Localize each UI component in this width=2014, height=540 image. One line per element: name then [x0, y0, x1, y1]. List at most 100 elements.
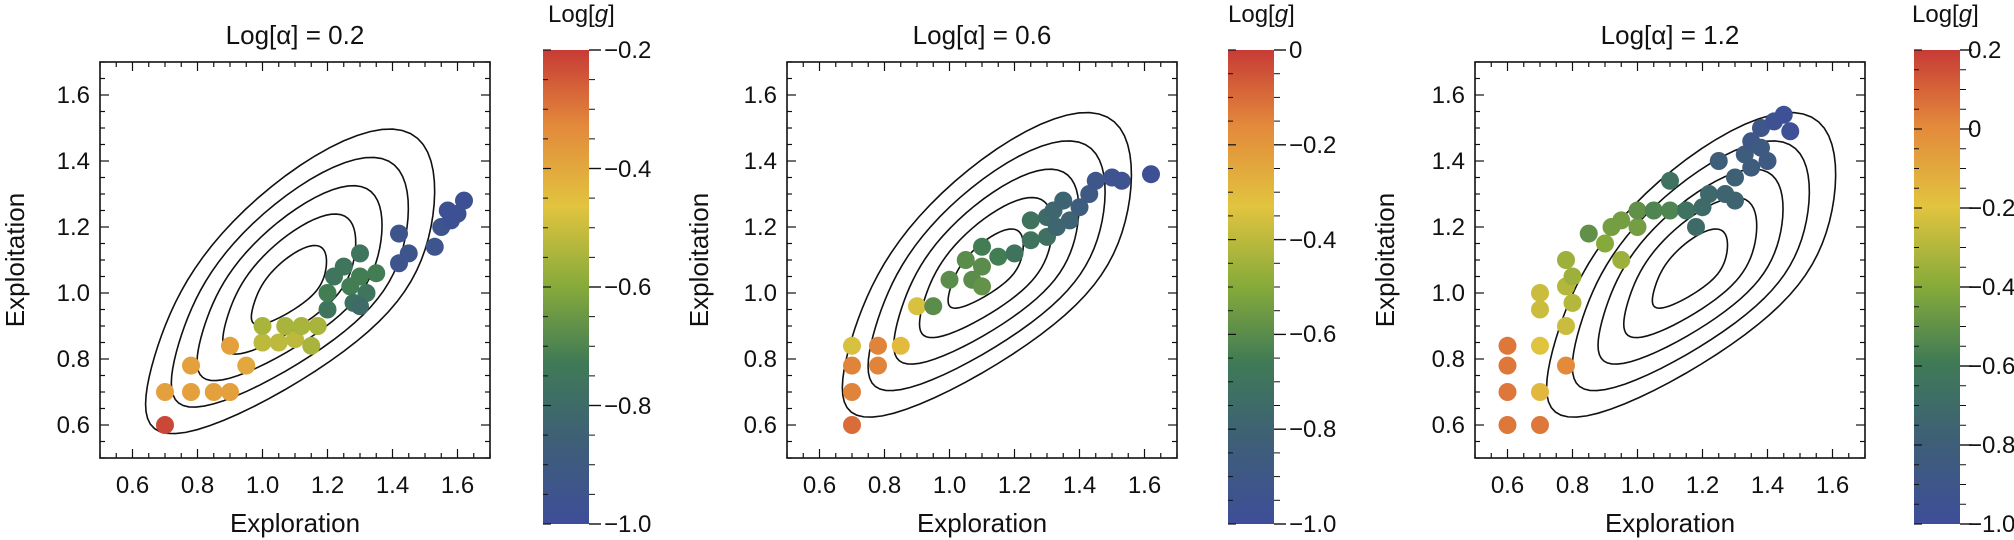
x-tick-label: 0.6: [803, 472, 836, 499]
x-tick-label: 1.4: [376, 472, 409, 499]
colorbar-tick-label: −1.0: [604, 511, 651, 538]
contour-line: [144, 128, 436, 435]
data-point: [1112, 171, 1131, 190]
colorbar-ticks: [1228, 49, 1286, 525]
data-point: [156, 416, 174, 434]
contour-group: [841, 111, 1133, 418]
y-tick-label: 1.6: [1432, 82, 1465, 109]
colorbar-tick-label: −0.4: [1968, 274, 2014, 301]
colorbar-tick-label: −0.8: [604, 393, 651, 420]
x-axis-title: Exploration: [1605, 508, 1735, 538]
data-point: [1531, 383, 1549, 401]
colorbar-tick-label: −1.0: [1968, 511, 2014, 538]
contour-line: [1651, 228, 1729, 309]
colorbar-title: Log[g]: [1228, 1, 1295, 28]
x-tick-label: 1.2: [311, 472, 344, 499]
x-tick-label: 0.8: [181, 472, 214, 499]
data-point: [1628, 218, 1647, 236]
colorbar-tick-label: −0.6: [1289, 321, 1336, 348]
y-tick-label: 1.6: [57, 82, 90, 109]
colorbar-tick-label: −0.4: [604, 156, 651, 183]
data-point: [1563, 267, 1582, 286]
data-point: [204, 383, 223, 401]
contour-line: [841, 111, 1133, 418]
data-point: [1498, 383, 1517, 401]
y-tick-label: 0.6: [57, 412, 90, 439]
x-tick-label: 1.2: [1686, 472, 1719, 499]
colorbar-tick-labels: 0 −0.2 −0.4 −0.6 −0.8 −1.0: [1289, 37, 1336, 538]
y-tick-label: 1.0: [744, 280, 777, 307]
data-point: [253, 333, 272, 352]
data-point: [1054, 191, 1073, 210]
contour-group: [1545, 111, 1837, 418]
data-point: [1531, 300, 1549, 319]
data-point: [237, 356, 256, 375]
data-point: [1661, 201, 1679, 220]
data-point: [1628, 201, 1647, 220]
data-point: [318, 284, 337, 302]
data-point: [1700, 185, 1718, 203]
y-axis-title: Exploitation: [1370, 193, 1400, 327]
data-point: [1531, 416, 1549, 434]
data-point: [1005, 244, 1024, 263]
data-point: [843, 336, 861, 355]
colorbar: Log[g] −0.2 −0.4 −0.6 −0.8 −1.0: [543, 1, 651, 538]
data-point: [1596, 234, 1614, 253]
colorbar: Log[g] 0.2 0 −0.2 −0.4 −0.6 −0.8 −1.0: [1912, 1, 2014, 538]
contour-line: [1545, 111, 1837, 418]
data-point: [1563, 293, 1582, 312]
colorbar-tick-label: −0.6: [604, 274, 651, 301]
panel-2: Log[α] = 0.6 0.6 0.8 1.0 1.2 1.4 1.6 0.6…: [684, 1, 1336, 538]
data-point: [1612, 211, 1631, 230]
data-point: [442, 211, 460, 230]
y-tick-label: 1.4: [57, 148, 90, 175]
x-tick-label: 1.0: [933, 472, 966, 499]
data-point: [869, 336, 887, 355]
data-point: [1531, 284, 1549, 302]
y-tick-label: 1.2: [1432, 214, 1465, 241]
colorbar-tick-label: −0.8: [1968, 432, 2014, 459]
colorbar-ticks: [1914, 49, 1972, 525]
panel-title: Log[α] = 0.2: [226, 20, 365, 50]
data-point: [455, 191, 473, 210]
data-point: [1498, 416, 1517, 434]
data-point: [973, 257, 991, 276]
points-group: [156, 191, 473, 434]
panel-title: Log[α] = 0.6: [913, 20, 1052, 50]
contour-line: [867, 140, 1106, 392]
data-point: [276, 317, 295, 335]
y-tick-label: 1.4: [744, 148, 777, 175]
data-point: [1557, 356, 1575, 375]
ticks-group: [786, 61, 1178, 459]
data-point: [318, 300, 337, 319]
colorbar-tick-label: −0.8: [1289, 416, 1336, 443]
data-point: [843, 416, 861, 434]
points-group: [1498, 105, 1800, 434]
data-point: [1774, 105, 1793, 124]
x-tick-label: 0.8: [868, 472, 901, 499]
colorbar-tick-label: −0.2: [1289, 132, 1336, 159]
data-point: [1531, 336, 1549, 355]
panel-3: Log[α] = 1.2 0.6 0.8 1.0 1.2 1.4 1.6 0.6…: [1370, 1, 2014, 538]
colorbar: Log[g] 0 −0.2 −0.4 −0.6 −0.8 −1.0: [1228, 1, 1336, 538]
data-point: [891, 336, 910, 355]
data-point: [1726, 191, 1744, 210]
colorbar-tick-labels: 0.2 0 −0.2 −0.4 −0.6 −0.8 −1.0: [1968, 37, 2014, 538]
data-point: [1060, 211, 1079, 230]
contour-line: [250, 244, 328, 326]
data-point: [308, 317, 327, 335]
ticks-group: [1474, 61, 1866, 459]
data-point: [1070, 198, 1089, 217]
colorbar-ticks: [543, 49, 601, 525]
contour-line: [1571, 140, 1811, 392]
data-point: [956, 251, 975, 269]
colorbar-tick-labels: −0.2 −0.4 −0.6 −0.8 −1.0: [604, 37, 651, 538]
x-tick-label: 1.0: [1621, 472, 1654, 499]
data-point: [843, 383, 861, 401]
data-point: [1644, 201, 1663, 220]
y-axis-title: Exploitation: [684, 193, 714, 327]
data-point: [1781, 122, 1800, 141]
colorbar-tick-label: −0.4: [1289, 227, 1336, 254]
x-tick-labels: 0.6 0.8 1.0 1.2 1.4 1.6: [116, 472, 474, 499]
